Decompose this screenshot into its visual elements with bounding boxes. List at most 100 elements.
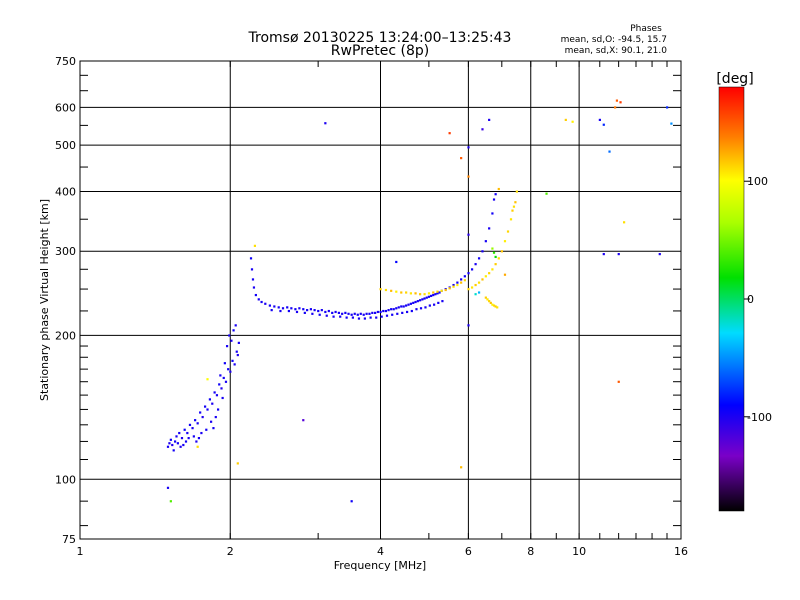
data-point	[481, 278, 484, 281]
data-point	[334, 310, 337, 314]
data-point	[331, 311, 334, 314]
data-point	[218, 383, 221, 386]
data-point	[345, 316, 348, 319]
data-point	[419, 307, 423, 310]
data-point	[617, 380, 620, 383]
data-point	[503, 240, 507, 243]
data-point	[491, 212, 494, 215]
data-point	[260, 300, 263, 304]
data-point	[395, 307, 398, 310]
phase-stats-o: mean, sd,O: -94.5, 15.7	[561, 35, 667, 45]
data-point	[512, 205, 516, 208]
data-point	[320, 309, 323, 312]
data-point	[203, 405, 207, 408]
data-point	[279, 309, 282, 313]
data-point	[384, 288, 388, 292]
data-point	[491, 247, 494, 250]
data-point	[486, 298, 489, 301]
data-point	[438, 291, 441, 294]
data-point	[324, 310, 327, 314]
data-point	[448, 287, 451, 290]
data-point	[437, 301, 440, 304]
data-point	[232, 329, 235, 332]
data-point	[545, 192, 548, 195]
data-point	[357, 317, 361, 320]
data-point	[390, 308, 393, 311]
data-point	[424, 306, 427, 309]
data-point	[425, 296, 428, 299]
data-point	[463, 279, 466, 282]
data-point	[477, 291, 481, 294]
data-point	[196, 422, 199, 425]
data-point	[235, 350, 238, 353]
data-point	[602, 253, 605, 256]
data-point	[400, 291, 403, 294]
data-point	[236, 462, 239, 465]
data-point	[234, 324, 237, 327]
data-point	[200, 431, 203, 435]
data-point	[251, 278, 255, 281]
data-point	[571, 120, 574, 123]
data-point	[467, 324, 470, 327]
data-point	[564, 118, 567, 122]
data-point	[412, 301, 415, 304]
data-point	[169, 500, 172, 503]
data-point	[206, 378, 209, 381]
data-point	[658, 253, 661, 256]
data-point	[423, 293, 426, 296]
data-point	[371, 311, 374, 314]
data-point	[180, 436, 184, 440]
data-point	[351, 316, 354, 319]
data-point	[182, 443, 185, 447]
data-point	[201, 415, 204, 419]
data-point	[460, 278, 463, 281]
data-point	[375, 316, 378, 319]
data-point	[254, 293, 257, 297]
data-point	[219, 374, 222, 377]
data-point	[295, 310, 299, 314]
data-point	[384, 309, 388, 313]
data-point	[324, 122, 327, 125]
data-point	[396, 312, 399, 315]
data-point	[309, 308, 312, 311]
data-point	[222, 376, 225, 380]
data-point	[395, 260, 398, 264]
data-point	[347, 312, 350, 315]
data-point	[414, 300, 417, 304]
data-point	[619, 101, 622, 104]
data-point	[488, 118, 491, 122]
colorbar-tick-label: -100	[747, 411, 772, 424]
data-point	[598, 118, 601, 122]
data-point	[415, 308, 418, 311]
data-point	[440, 289, 443, 292]
data-point	[405, 310, 409, 314]
data-point	[191, 427, 194, 430]
data-point	[477, 281, 481, 284]
data-point	[194, 419, 197, 422]
data-point	[460, 466, 463, 469]
y-tick-label: 75	[62, 533, 76, 546]
data-point	[231, 359, 234, 362]
data-point	[416, 300, 419, 303]
x-tick-label: 4	[377, 545, 384, 558]
data-point	[318, 313, 321, 316]
axis-layer: 1 2 4 6 8 10 16 75 100 200 300 400 500 600 750	[55, 55, 688, 558]
data-point	[205, 428, 208, 431]
data-point	[405, 291, 408, 294]
data-point	[339, 315, 342, 318]
y-tick-label: 100	[55, 473, 76, 486]
data-point	[179, 445, 182, 448]
data-point	[184, 440, 188, 443]
data-point	[306, 309, 309, 312]
data-point	[268, 304, 271, 307]
data-point	[428, 304, 431, 307]
data-point	[452, 285, 455, 288]
data-point	[250, 268, 254, 271]
x-tick-label: 2	[227, 545, 234, 558]
y-tick-label: 750	[55, 55, 76, 68]
y-tick-label: 500	[55, 139, 76, 152]
data-point	[390, 289, 393, 292]
data-point	[484, 240, 487, 243]
x-tick-label: 10	[572, 545, 586, 558]
data-point	[252, 286, 256, 289]
